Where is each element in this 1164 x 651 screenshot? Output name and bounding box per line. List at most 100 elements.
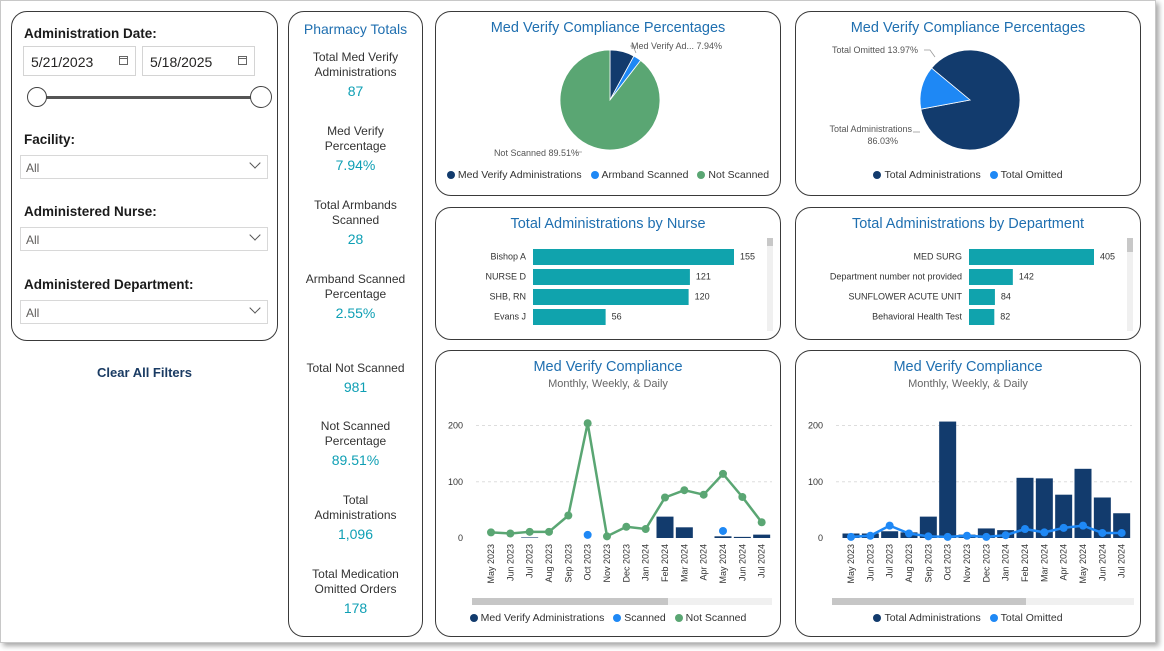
horizontal-scrollbar[interactable] bbox=[832, 598, 1134, 605]
scrollbar-thumb[interactable] bbox=[767, 238, 773, 246]
pie-slice bbox=[919, 67, 971, 110]
facility-dropdown[interactable]: All bbox=[20, 155, 268, 179]
nurse-label: Administered Nurse: bbox=[24, 204, 157, 219]
bar-category-label: SHB, RN bbox=[489, 292, 526, 302]
x-tick-label: Jan 2024 bbox=[641, 544, 651, 581]
series-line bbox=[490, 422, 763, 538]
bar-value-label: 142 bbox=[1019, 272, 1034, 282]
department-bar-card: Total Administrations by Department MED … bbox=[795, 207, 1141, 340]
chart-title: Med Verify Compliance bbox=[893, 359, 1043, 375]
end-date-input[interactable]: 5/18/2025 bbox=[142, 46, 255, 76]
bar bbox=[939, 421, 957, 538]
legend-item[interactable]: Scanned bbox=[613, 612, 666, 624]
bar-value-label: 84 bbox=[1001, 292, 1011, 302]
kpi-label: Total Medication Omitted Orders bbox=[312, 567, 399, 596]
legend-item[interactable]: Not Scanned bbox=[697, 169, 769, 181]
x-tick-label: Jun 2023 bbox=[865, 544, 875, 581]
line-point bbox=[719, 469, 727, 478]
line-point bbox=[487, 528, 495, 537]
legend-label: Not Scanned bbox=[708, 169, 770, 181]
chart-legend: Total Administrations Total Omitted bbox=[796, 169, 1140, 181]
legend-dot-icon bbox=[590, 171, 599, 179]
line-point bbox=[1021, 525, 1029, 533]
legend-label: Med Verify Administrations bbox=[457, 169, 582, 181]
kpi-value: 89.51% bbox=[331, 452, 380, 468]
chart-legend: Med Verify Administrations Armband Scann… bbox=[436, 169, 780, 181]
kpi-total-administrations: Total Administrations 1,096 bbox=[289, 493, 422, 542]
line-point bbox=[885, 521, 894, 530]
chart-title: Med Verify Compliance Percentages bbox=[850, 20, 1086, 36]
line-point bbox=[757, 518, 766, 527]
bar bbox=[533, 309, 606, 325]
legend-item[interactable]: Not Scanned bbox=[674, 612, 746, 624]
x-tick-label: Jul 2023 bbox=[885, 544, 895, 578]
data-label: Med Verify Ad... 7.94% bbox=[631, 41, 722, 51]
chevron-down-icon bbox=[249, 157, 261, 169]
scrollbar-thumb[interactable] bbox=[832, 598, 1026, 605]
x-tick-label: Feb 2024 bbox=[1020, 544, 1030, 582]
kpi-value: 1,096 bbox=[337, 526, 374, 542]
date-slider-track[interactable] bbox=[36, 96, 262, 99]
nurse-bar-chart: Bishop A 155 NURSE D 121 SHB, RN 120 Evans J 56 bbox=[485, 249, 755, 325]
nurse-bar-card: Total Administrations by Nurse Bishop A 1… bbox=[435, 207, 781, 340]
line-point bbox=[641, 525, 650, 533]
x-tick-label: Mar 2024 bbox=[1039, 544, 1049, 582]
department-bar-chart: MED SURG 405 Department number not provide… bbox=[830, 249, 1115, 325]
legend-item[interactable]: Total Omitted bbox=[989, 169, 1063, 181]
vertical-scrollbar[interactable] bbox=[1127, 238, 1133, 331]
line-point bbox=[866, 531, 875, 540]
bar bbox=[1035, 478, 1053, 538]
date-slider-start-handle[interactable] bbox=[27, 87, 47, 107]
filter-panel: Administration Date: 5/21/2023 5/18/2025… bbox=[11, 11, 278, 341]
legend-item[interactable]: Total Omitted bbox=[989, 612, 1063, 624]
legend-dot-icon bbox=[613, 614, 622, 622]
start-date-input[interactable]: 5/21/2023 bbox=[23, 46, 136, 76]
line-point bbox=[905, 529, 913, 538]
chart-legend: Med Verify Administrations Scanned Not S… bbox=[436, 612, 780, 624]
scatter-point bbox=[719, 526, 727, 535]
line-point bbox=[924, 532, 933, 541]
legend-item[interactable]: Med Verify Administrations bbox=[446, 169, 582, 181]
x-tick-label: Aug 2023 bbox=[904, 544, 914, 583]
line-point bbox=[564, 511, 573, 520]
x-tick-label: Jun 2024 bbox=[1097, 544, 1107, 581]
x-tick-label: Feb 2024 bbox=[660, 544, 670, 582]
legend-item[interactable]: Med Verify Administrations bbox=[469, 612, 604, 624]
date-slider-end-handle[interactable] bbox=[250, 86, 272, 108]
clear-filters-button[interactable]: Clear All Filters bbox=[97, 365, 192, 380]
data-label: Total Administrations bbox=[829, 124, 912, 134]
scrollbar-thumb[interactable] bbox=[1127, 238, 1133, 252]
x-tick-label: May 2023 bbox=[486, 544, 496, 584]
pie-compliance-card-2: Med Verify Compliance Percentages Total … bbox=[795, 11, 1141, 196]
combo-chart-1: 0 100 200 May 2023 Jun 2023 Jul 2023 Aug 2023 S… bbox=[448, 419, 772, 584]
legend-dot-icon bbox=[697, 171, 706, 179]
nurse-value: All bbox=[26, 233, 40, 247]
kpi-label: Total Administrations bbox=[314, 493, 397, 522]
line-point bbox=[1079, 521, 1087, 530]
legend-item[interactable]: Armband Scanned bbox=[590, 169, 688, 181]
kpi-label: Total Armbands Scanned bbox=[314, 198, 397, 227]
compliance-combo-card-2: Med Verify Compliance Monthly, Weekly, &… bbox=[795, 350, 1141, 637]
horizontal-scrollbar[interactable] bbox=[472, 598, 772, 605]
bar-value-label: 82 bbox=[1000, 312, 1010, 322]
kpi-total-not-scanned: Total Not Scanned 981 bbox=[289, 361, 422, 395]
line-point bbox=[943, 532, 952, 541]
department-dropdown[interactable]: All bbox=[20, 300, 268, 324]
legend-item[interactable]: Total Administrations bbox=[873, 169, 981, 181]
pharmacy-totals-panel: Pharmacy Totals Total Med Verify Adminis… bbox=[288, 11, 423, 637]
calendar-icon[interactable] bbox=[119, 56, 128, 65]
legend-item[interactable]: Total Administrations bbox=[873, 612, 981, 624]
data-label-leader bbox=[924, 49, 936, 58]
bar bbox=[733, 536, 751, 538]
scrollbar-thumb[interactable] bbox=[472, 598, 668, 605]
nurse-dropdown[interactable]: All bbox=[20, 227, 268, 251]
x-tick-label: Jun 2024 bbox=[737, 544, 747, 581]
calendar-icon[interactable] bbox=[238, 56, 247, 65]
vertical-scrollbar[interactable] bbox=[767, 238, 773, 331]
legend-dot-icon bbox=[873, 171, 882, 179]
department-value: All bbox=[26, 306, 40, 320]
legend-label: Total Omitted bbox=[1000, 169, 1063, 181]
x-tick-label: Nov 2023 bbox=[962, 544, 972, 583]
x-tick-label: Apr 2024 bbox=[699, 544, 709, 581]
legend-dot-icon bbox=[873, 614, 882, 622]
